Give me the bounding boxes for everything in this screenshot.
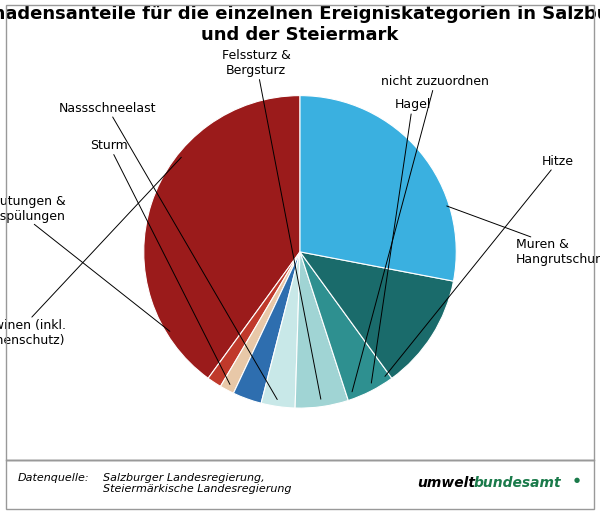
Text: Überflutungen &
Unterspülungen: Überflutungen & Unterspülungen (0, 194, 170, 332)
Text: Muren &
Hangrutschungen: Muren & Hangrutschungen (447, 206, 600, 266)
Wedge shape (261, 252, 300, 408)
Title: Schadensanteile für die einzelnen Ereigniskategorien in Salzburg
und der Steierm: Schadensanteile für die einzelnen Ereign… (0, 5, 600, 44)
Text: Nassschneelast: Nassschneelast (59, 102, 277, 399)
Text: Datenquelle:: Datenquelle: (18, 473, 89, 483)
Wedge shape (300, 252, 454, 378)
Wedge shape (300, 252, 392, 400)
Text: Felssturz &
Bergsturz: Felssturz & Bergsturz (222, 49, 321, 399)
Wedge shape (208, 252, 300, 387)
Text: Sturm: Sturm (91, 139, 230, 384)
Wedge shape (300, 96, 456, 281)
Wedge shape (295, 252, 348, 408)
Text: nicht zuzuordnen: nicht zuzuordnen (352, 75, 489, 392)
Text: umwelt: umwelt (418, 476, 476, 490)
Text: Lawinen (inkl.
Lawinenschutz): Lawinen (inkl. Lawinenschutz) (0, 157, 181, 347)
Wedge shape (233, 252, 300, 403)
Text: Salzburger Landesregierung,
Steiermärkische Landesregierung: Salzburger Landesregierung, Steiermärkis… (103, 473, 292, 494)
Text: Hagel: Hagel (371, 98, 431, 383)
Text: bundesamt: bundesamt (473, 476, 561, 490)
Wedge shape (220, 252, 300, 393)
Text: Hitze: Hitze (385, 155, 574, 376)
Wedge shape (144, 96, 300, 378)
Text: ●: ● (574, 477, 580, 483)
